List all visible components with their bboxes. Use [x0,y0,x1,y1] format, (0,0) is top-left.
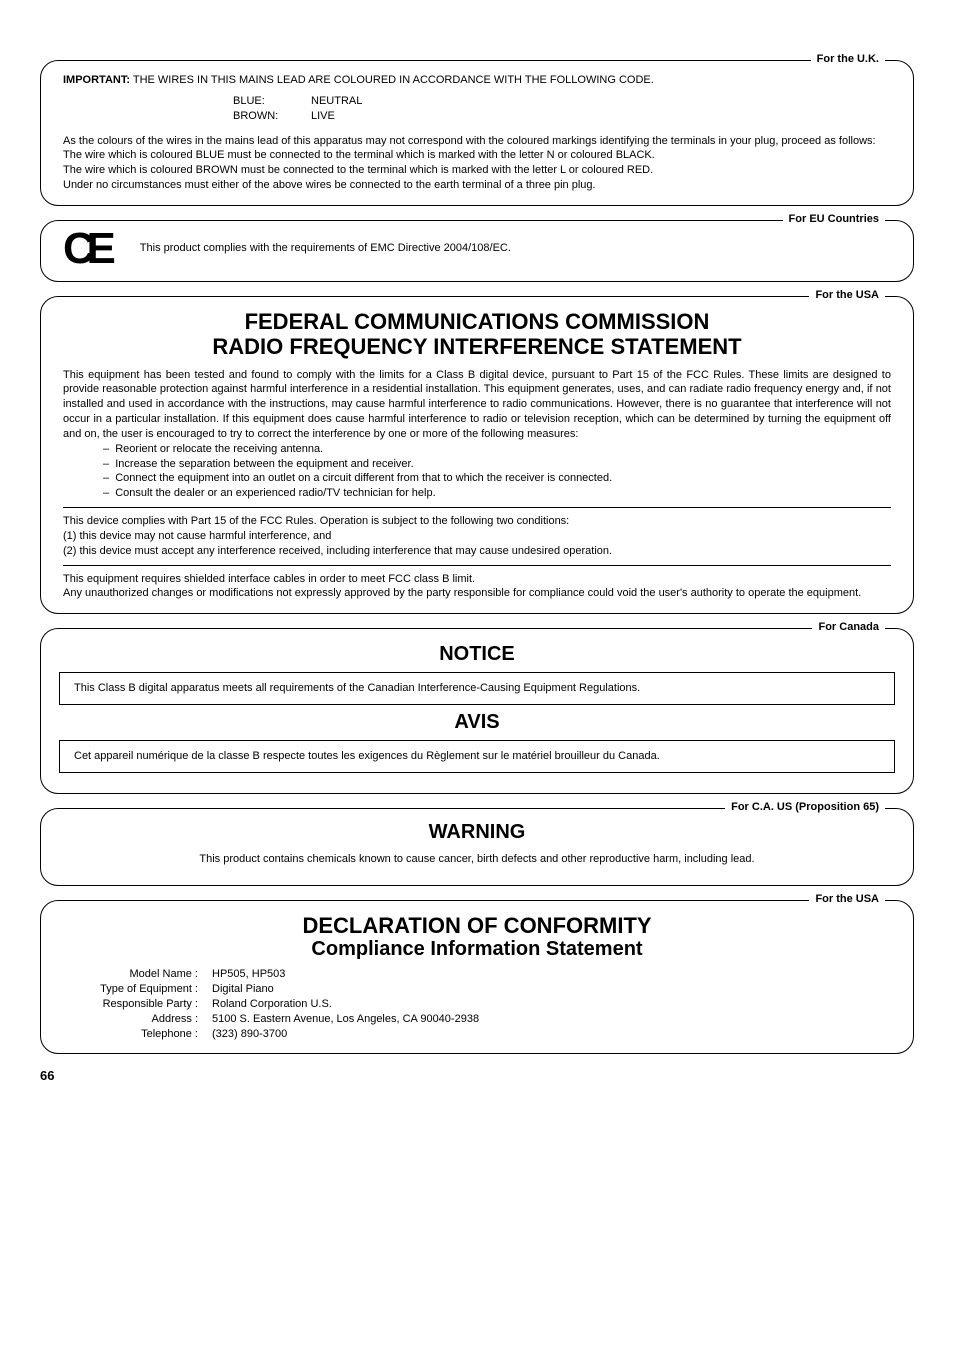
uk-para1: As the colours of the wires in the mains… [63,134,891,149]
fcc-shielded2: Any unauthorized changes or modification… [63,586,891,601]
uk-blue-label: BLUE: [233,94,293,109]
doc-row-value: HP505, HP503 [212,967,479,982]
fcc-label: For the USA [809,289,885,301]
uk-important-word: IMPORTANT: [63,74,130,86]
doc-heading1: DECLARATION OF CONFORMITY [63,913,891,938]
fcc-heading2: RADIO FREQUENCY INTERFERENCE STATEMENT [63,334,891,359]
doc-row-label: Address : [63,1012,198,1027]
fcc-part15-1: (1) this device may not cause harmful in… [63,529,891,544]
fcc-bullet-item: – Increase the separation between the eq… [103,457,891,472]
doc-label: For the USA [809,893,885,905]
canada-label: For Canada [812,621,885,633]
canada-avis-text: Cet appareil numérique de la classe B re… [59,740,895,773]
canada-notice-box: For Canada NOTICE This Class B digital a… [40,628,914,794]
fcc-notice-box: For the USA FEDERAL COMMUNICATIONS COMMI… [40,296,914,614]
doc-labels-col: Model Name : Type of Equipment : Respons… [63,967,198,1041]
doc-table: Model Name : Type of Equipment : Respons… [63,967,891,1041]
canada-notice-heading: NOTICE [59,643,895,666]
fcc-bullet-item: – Reorient or relocate the receiving ant… [103,442,891,457]
doc-heading2: Compliance Information Statement [63,938,891,961]
doc-row-value: 5100 S. Eastern Avenue, Los Angeles, CA … [212,1012,479,1027]
uk-important-text: THE WIRES IN THIS MAINS LEAD ARE COLOURE… [130,74,654,86]
fcc-bullet-text: Connect the equipment into an outlet on … [115,472,612,484]
doc-notice-box: For the USA DECLARATION OF CONFORMITY Co… [40,900,914,1055]
doc-row-label: Type of Equipment : [63,982,198,997]
doc-row-value: Roland Corporation U.S. [212,997,479,1012]
uk-brown-label: BROWN: [233,109,293,124]
doc-values-col: HP505, HP503 Digital Piano Roland Corpor… [212,967,479,1041]
fcc-part15-intro: This device complies with Part 15 of the… [63,514,891,529]
doc-row-label: Responsible Party : [63,997,198,1012]
ce-mark-icon: C E [63,227,110,271]
fcc-bullet-item: – Consult the dealer or an experienced r… [103,486,891,501]
prop65-label: For C.A. US (Proposition 65) [725,801,885,813]
doc-row-label: Model Name : [63,967,198,982]
canada-notice-text: This Class B digital apparatus meets all… [59,672,895,705]
fcc-bullet-text: Increase the separation between the equi… [115,458,413,470]
doc-row-value: (323) 890-3700 [212,1027,479,1042]
uk-brown-value: LIVE [311,109,335,124]
fcc-shielded1: This equipment requires shielded interfa… [63,572,891,587]
uk-label: For the U.K. [811,53,885,65]
doc-row-label: Telephone : [63,1027,198,1042]
prop65-text: This product contains chemicals known to… [63,852,891,867]
uk-wire-table: BLUE: NEUTRAL BROWN: LIVE [233,94,891,124]
fcc-para1: This equipment has been tested and found… [63,368,891,442]
canada-avis-heading: AVIS [59,711,895,734]
fcc-heading1: FEDERAL COMMUNICATIONS COMMISSION [63,309,891,334]
divider [63,565,891,566]
divider [63,507,891,508]
eu-label: For EU Countries [783,213,885,225]
doc-row-value: Digital Piano [212,982,479,997]
fcc-bullet-item: – Connect the equipment into an outlet o… [103,471,891,486]
fcc-bullet-list: – Reorient or relocate the receiving ant… [103,442,891,501]
prop65-heading: WARNING [63,821,891,844]
uk-para2: The wire which is coloured BLUE must be … [63,148,891,163]
page-number: 66 [40,1068,914,1083]
eu-text: This product complies with the requireme… [140,241,511,256]
fcc-bullet-text: Reorient or relocate the receiving anten… [115,443,323,455]
uk-notice-box: For the U.K. IMPORTANT: THE WIRES IN THI… [40,60,914,206]
eu-notice-box: For EU Countries C E This product compli… [40,220,914,282]
fcc-bullet-text: Consult the dealer or an experienced rad… [115,487,435,499]
fcc-part15-2: (2) this device must accept any interfer… [63,544,891,559]
uk-para4: Under no circumstances must either of th… [63,178,891,193]
uk-blue-value: NEUTRAL [311,94,362,109]
uk-important-line: IMPORTANT: THE WIRES IN THIS MAINS LEAD … [63,73,891,88]
uk-para3: The wire which is coloured BROWN must be… [63,163,891,178]
prop65-notice-box: For C.A. US (Proposition 65) WARNING Thi… [40,808,914,886]
